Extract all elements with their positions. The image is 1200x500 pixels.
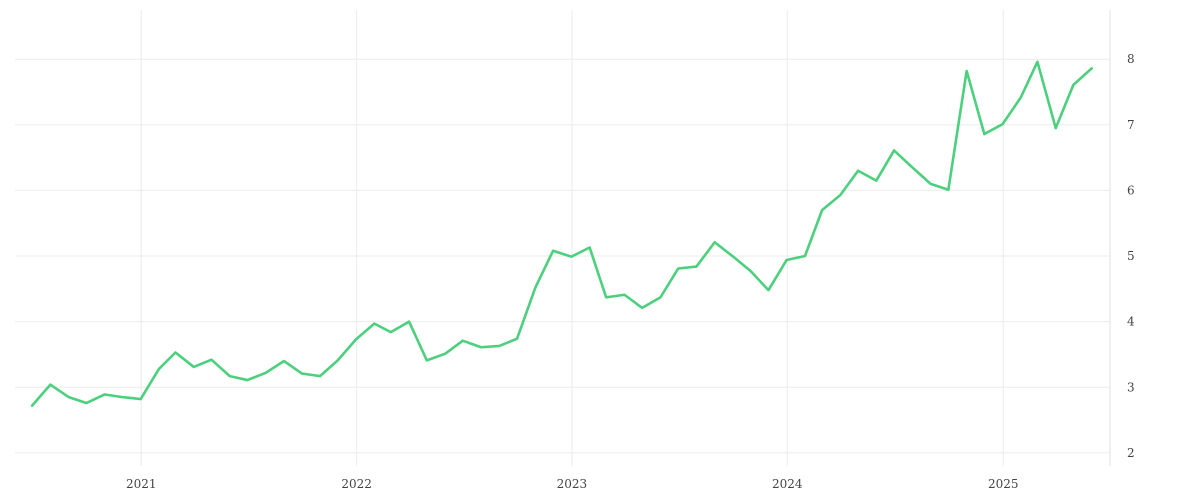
- y-tick-label: 7: [1127, 118, 1135, 132]
- series-line: [30, 60, 1094, 407]
- y-gridlines: [15, 58, 1110, 454]
- y-tick-label: 2: [1127, 446, 1135, 460]
- x-tick-label: 2024: [772, 477, 803, 491]
- y-tick-label: 6: [1127, 183, 1135, 197]
- x-tick-label: 2021: [126, 477, 157, 491]
- x-axis-ticks: 2021 2022 2023 2024 2025: [126, 477, 1019, 491]
- x-tick-label: 2022: [341, 477, 372, 491]
- y-tick-label: 8: [1127, 52, 1135, 66]
- y-axis-ticks: 2 3 4 5 6 7 8: [1127, 52, 1135, 460]
- x-tick-label: 2025: [988, 477, 1019, 491]
- series-layer: [30, 60, 1094, 407]
- y-tick-label: 5: [1127, 249, 1135, 263]
- y-tick-label: 4: [1127, 315, 1135, 329]
- x-gridlines: [140, 10, 1004, 466]
- x-tick-label: 2023: [557, 477, 588, 491]
- y-tick-label: 3: [1127, 380, 1135, 394]
